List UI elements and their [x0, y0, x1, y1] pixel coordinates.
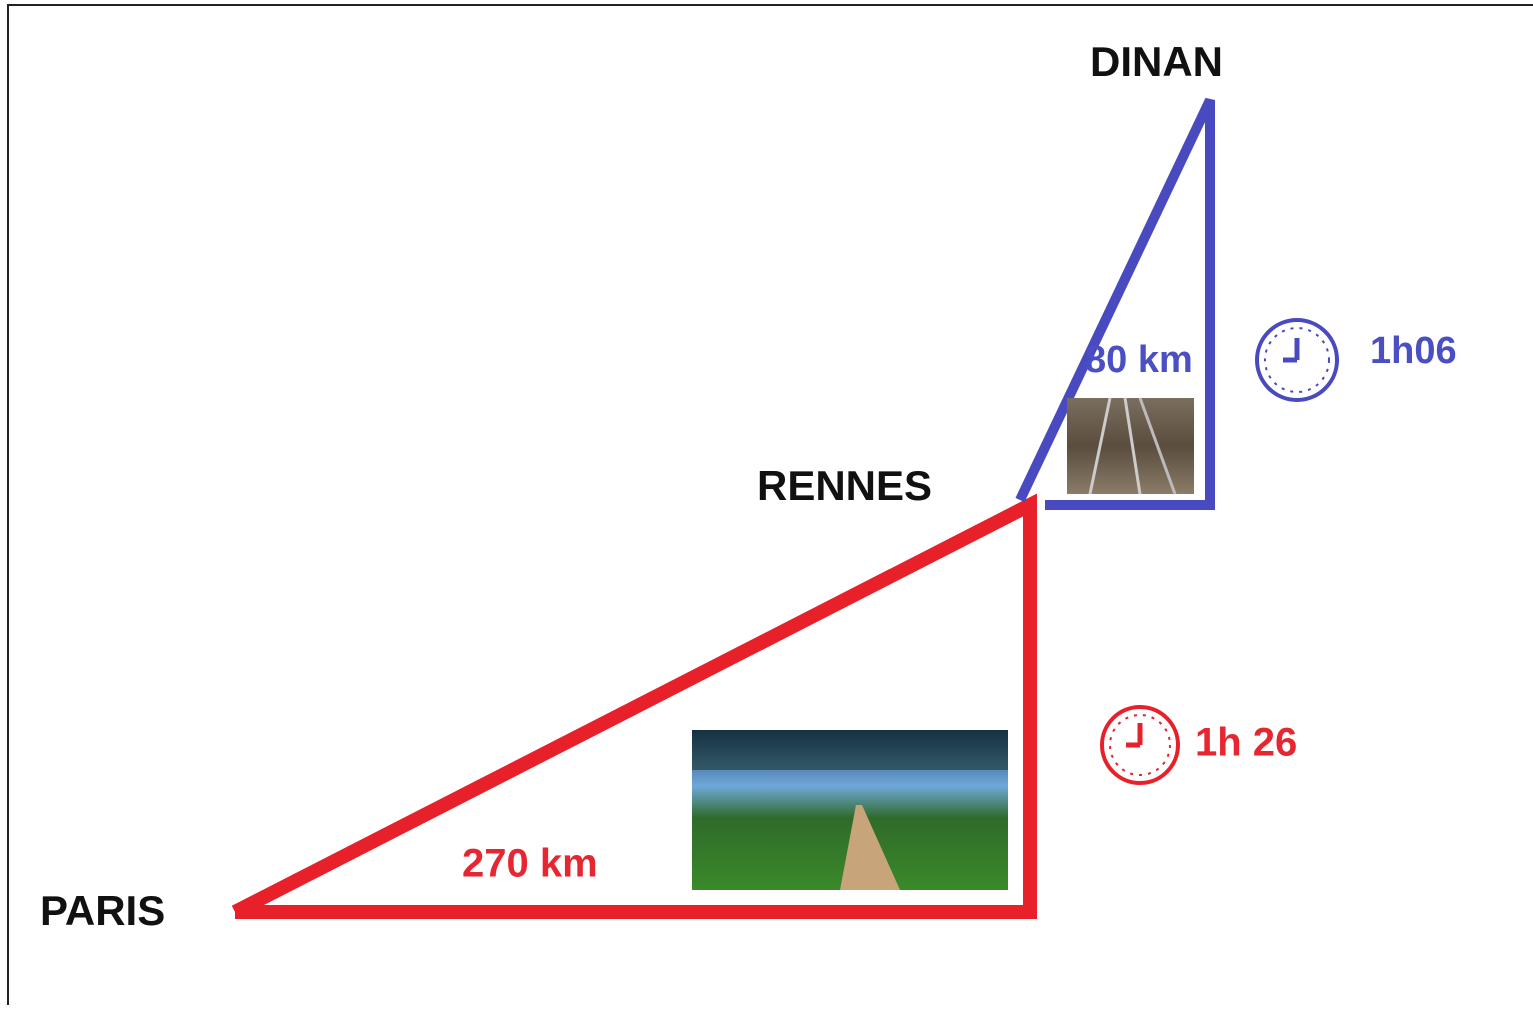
duration-label: 1h06 — [1370, 330, 1457, 372]
diagram: PARIS RENNES DINAN 270 km 1h 26 80 km 1h… — [0, 0, 1533, 1005]
distance-label: 270 km — [462, 842, 598, 886]
distance-label: 80 km — [1085, 339, 1193, 381]
city-label: PARIS — [40, 887, 165, 934]
duration-label: 1h 26 — [1195, 721, 1297, 765]
rails-photo — [1067, 398, 1194, 494]
train-photo — [692, 730, 1008, 890]
city-label: DINAN — [1090, 38, 1223, 85]
city-label: RENNES — [757, 462, 932, 509]
clock-icon — [1102, 707, 1178, 783]
clock-icon — [1257, 320, 1337, 400]
